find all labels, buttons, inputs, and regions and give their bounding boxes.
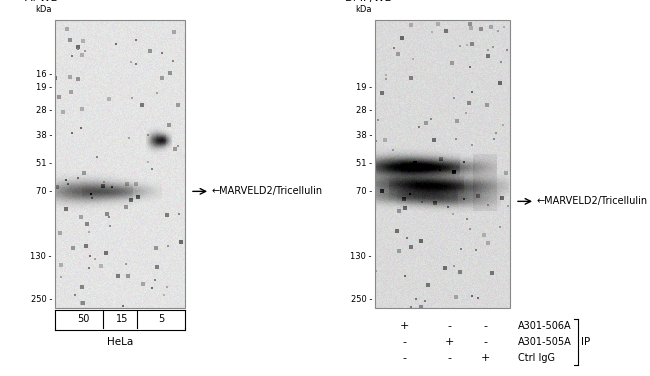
Text: 38 -: 38 - [356, 131, 372, 140]
Text: kDa: kDa [36, 6, 52, 15]
Text: A301-506A: A301-506A [518, 321, 571, 331]
Text: +: + [480, 353, 489, 363]
Text: -: - [402, 353, 406, 363]
Text: 130 -: 130 - [350, 252, 372, 261]
Text: 28 -: 28 - [36, 106, 52, 115]
Text: IP: IP [581, 337, 590, 347]
Bar [55, 20, 185, 308]
Text: 51 -: 51 - [36, 159, 52, 168]
Text: 19 -: 19 - [36, 83, 52, 92]
Text: Ctrl IgG: Ctrl IgG [518, 353, 555, 363]
Text: 250 -: 250 - [31, 295, 52, 304]
Bar [375, 20, 510, 308]
Text: 51 -: 51 - [356, 159, 372, 168]
Text: 5: 5 [158, 314, 164, 324]
Text: B. IP/WB: B. IP/WB [345, 0, 392, 3]
Text: 38 -: 38 - [36, 131, 52, 140]
Text: -: - [483, 337, 487, 347]
Text: +: + [399, 321, 409, 331]
Text: -: - [447, 321, 451, 331]
Text: A. WB: A. WB [25, 0, 58, 3]
Text: +: + [445, 337, 454, 347]
Text: 19 -: 19 - [356, 83, 372, 92]
Text: -: - [447, 353, 451, 363]
Text: 130 -: 130 - [31, 252, 52, 261]
Text: kDa: kDa [356, 6, 372, 15]
Text: HeLa: HeLa [107, 337, 133, 347]
Text: -: - [402, 337, 406, 347]
Text: 250 -: 250 - [350, 295, 372, 304]
Text: 16 -: 16 - [36, 70, 52, 79]
Text: 70 -: 70 - [356, 187, 372, 196]
Text: 50: 50 [77, 314, 89, 324]
Text: ←MARVELD2/Tricellulin: ←MARVELD2/Tricellulin [212, 186, 323, 196]
Text: A301-505A: A301-505A [518, 337, 572, 347]
Text: 15: 15 [116, 314, 128, 324]
Text: -: - [483, 321, 487, 331]
Text: ←MARVELD2/Tricellulin: ←MARVELD2/Tricellulin [537, 196, 648, 206]
Text: 70 -: 70 - [36, 187, 52, 196]
Text: 28 -: 28 - [356, 106, 372, 115]
